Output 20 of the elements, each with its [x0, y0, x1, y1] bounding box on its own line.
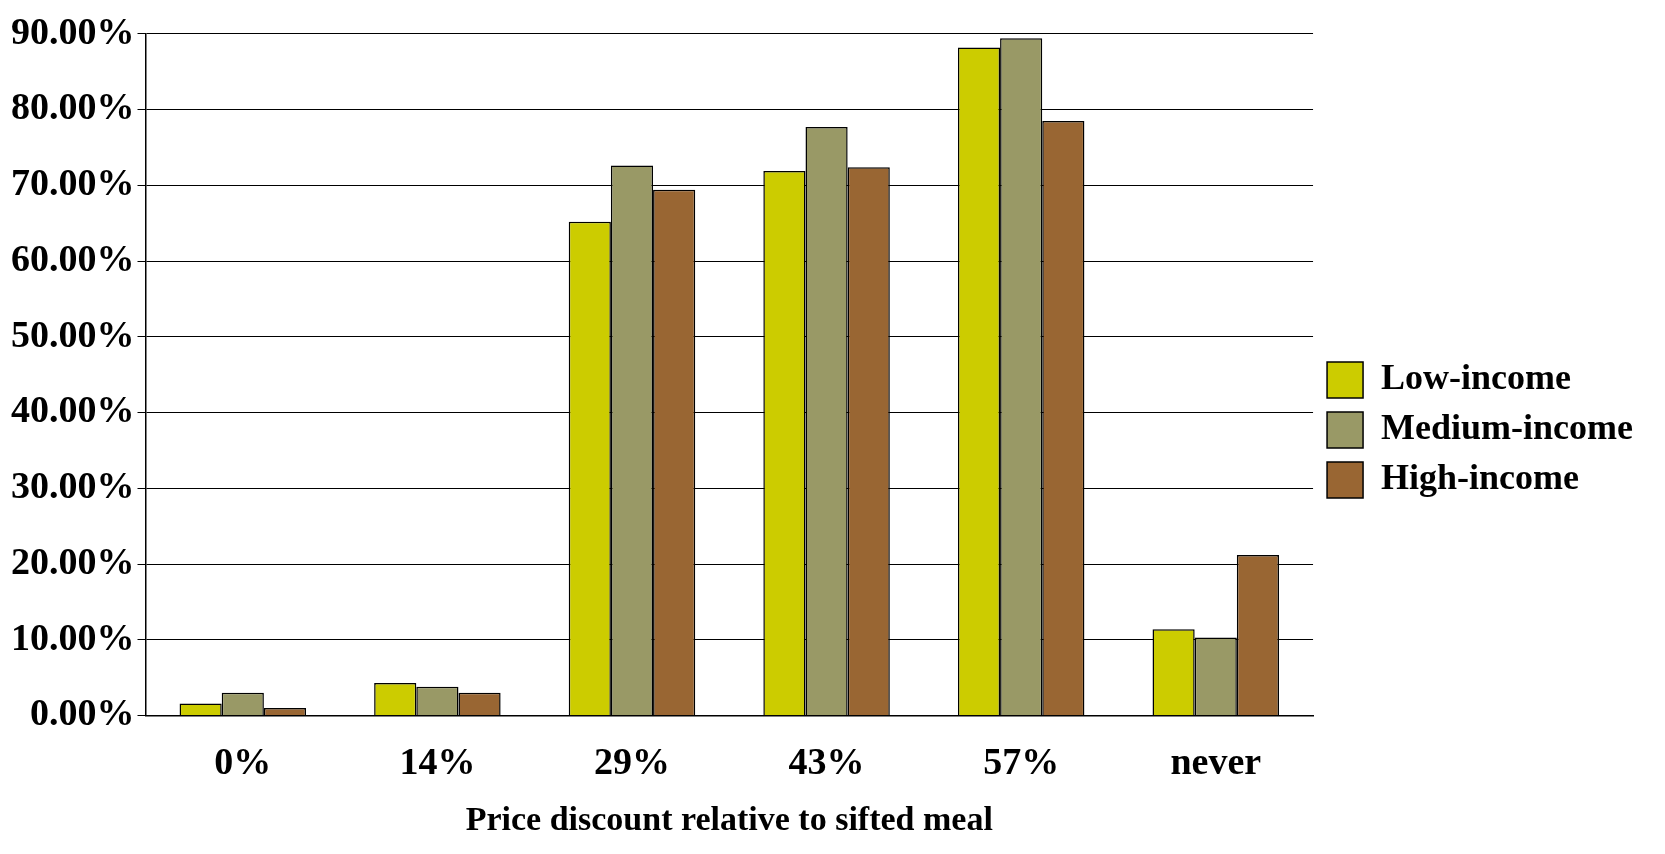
x-tick-label: never: [1170, 740, 1262, 783]
y-tick-label: 20.00%: [11, 539, 135, 582]
y-tick-label: 90.00%: [11, 9, 135, 52]
x-tick-label: 14%: [399, 740, 476, 783]
x-tick-label: 0%: [214, 740, 272, 783]
y-tick-label: 60.00%: [11, 236, 135, 279]
x-tick-label: 57%: [983, 740, 1060, 783]
legend-label: Low-income: [1381, 357, 1572, 398]
y-tick-label: 50.00%: [11, 312, 135, 355]
y-tick-label: 30.00%: [11, 464, 135, 507]
x-tick-label: 29%: [593, 740, 670, 783]
y-tick-label: 0.00%: [30, 691, 135, 734]
y-tick-label: 70.00%: [11, 161, 135, 204]
x-tick-label: 43%: [788, 740, 865, 783]
y-tick-label: 40.00%: [11, 388, 135, 431]
y-tick-label: 80.00%: [11, 85, 135, 128]
x-axis-title: Price discount relative to sifted meal: [465, 800, 993, 838]
legend-label: High-income: [1381, 457, 1580, 498]
y-tick-label: 10.00%: [11, 615, 135, 658]
legend-label: Medium-income: [1381, 407, 1634, 448]
